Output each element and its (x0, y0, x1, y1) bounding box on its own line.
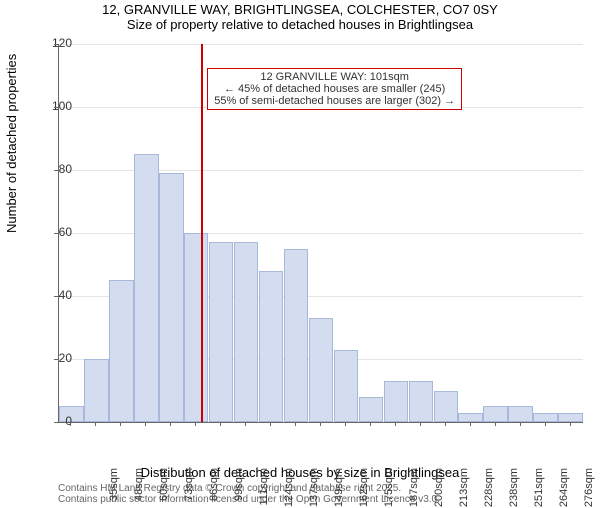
histogram-bar (134, 154, 158, 422)
chart-titles: 12, GRANVILLE WAY, BRIGHTLINGSEA, COLCHE… (0, 2, 600, 32)
y-tick-mark (54, 359, 58, 360)
x-tick-label: 264sqm (558, 468, 570, 508)
x-tick-label: 162sqm (358, 468, 370, 508)
y-tick-mark (54, 44, 58, 45)
histogram-bar (84, 359, 108, 422)
x-tick-mark (145, 422, 146, 426)
x-tick-label: 187sqm (408, 468, 420, 508)
histogram-bar (184, 233, 208, 422)
x-tick-mark (570, 422, 571, 426)
x-tick-mark (320, 422, 321, 426)
annotation-line2: ← 45% of detached houses are smaller (24… (214, 83, 455, 95)
y-tick-mark (54, 107, 58, 108)
x-tick-label: 200sqm (433, 468, 445, 508)
histogram-bar (234, 242, 258, 422)
histogram-bar (334, 350, 358, 422)
x-tick-mark (220, 422, 221, 426)
histogram-bar (109, 280, 133, 422)
histogram-bar (159, 173, 183, 422)
x-tick-mark (520, 422, 521, 426)
reference-line (201, 44, 203, 422)
x-tick-label: 251sqm (533, 468, 545, 508)
histogram-bar (209, 242, 233, 422)
x-tick-label: 111sqm (258, 468, 270, 508)
y-tick-label: 100 (32, 99, 72, 113)
annotation-box: 12 GRANVILLE WAY: 101sqm← 45% of detache… (207, 68, 462, 110)
x-tick-label: 213sqm (458, 468, 470, 508)
x-tick-mark (170, 422, 171, 426)
histogram-bar (558, 413, 582, 422)
y-tick-mark (54, 296, 58, 297)
x-tick-label: 60sqm (158, 468, 170, 508)
chart-container: 12, GRANVILLE WAY, BRIGHTLINGSEA, COLCHE… (0, 0, 600, 500)
x-tick-label: 238sqm (508, 468, 520, 508)
histogram-bar (359, 397, 383, 422)
y-tick-label: 40 (32, 288, 72, 302)
histogram-bar (458, 413, 482, 422)
y-tick-mark (54, 422, 58, 423)
y-tick-label: 120 (32, 36, 72, 50)
histogram-bar (533, 413, 557, 422)
x-tick-mark (420, 422, 421, 426)
histogram-bar (483, 406, 507, 422)
histogram-bar (409, 381, 433, 422)
x-tick-label: 149sqm (333, 468, 345, 508)
x-tick-label: 73sqm (183, 468, 195, 508)
x-tick-mark (470, 422, 471, 426)
x-tick-mark (245, 422, 246, 426)
x-tick-mark (395, 422, 396, 426)
histogram-bar (384, 381, 408, 422)
histogram-bar (434, 391, 458, 423)
y-tick-label: 20 (32, 351, 72, 365)
y-tick-label: 80 (32, 162, 72, 176)
x-tick-label: 48sqm (133, 468, 145, 508)
x-tick-mark (370, 422, 371, 426)
x-tick-mark (495, 422, 496, 426)
x-tick-label: 99sqm (233, 468, 245, 508)
y-tick-label: 0 (32, 414, 72, 428)
x-tick-mark (95, 422, 96, 426)
x-tick-label: 35sqm (108, 468, 120, 508)
histogram-bar (508, 406, 532, 422)
x-tick-mark (70, 422, 71, 426)
x-tick-label: 175sqm (383, 468, 395, 508)
x-tick-mark (270, 422, 271, 426)
chart-title-line2: Size of property relative to detached ho… (0, 17, 600, 32)
x-tick-mark (120, 422, 121, 426)
y-tick-mark (54, 233, 58, 234)
x-tick-mark (295, 422, 296, 426)
annotation-line1: 12 GRANVILLE WAY: 101sqm (214, 71, 455, 83)
annotation-line3: 55% of semi-detached houses are larger (… (214, 95, 455, 107)
plot-area: 12 GRANVILLE WAY: 101sqm← 45% of detache… (58, 44, 583, 423)
x-tick-mark (545, 422, 546, 426)
x-tick-label: 137sqm (308, 468, 320, 508)
y-tick-mark (54, 170, 58, 171)
x-tick-label: 228sqm (483, 468, 495, 508)
gridline-h (59, 44, 583, 45)
histogram-bar (284, 249, 308, 422)
x-tick-label: 86sqm (208, 468, 220, 508)
histogram-bar (309, 318, 333, 422)
y-tick-label: 60 (32, 225, 72, 239)
x-tick-mark (345, 422, 346, 426)
histogram-bar (259, 271, 283, 422)
x-tick-label: 124sqm (283, 468, 295, 508)
x-tick-mark (445, 422, 446, 426)
x-tick-label: 276sqm (583, 468, 595, 508)
y-axis-label: Number of detached properties (4, 54, 19, 233)
x-tick-mark (195, 422, 196, 426)
chart-title-line1: 12, GRANVILLE WAY, BRIGHTLINGSEA, COLCHE… (0, 2, 600, 17)
